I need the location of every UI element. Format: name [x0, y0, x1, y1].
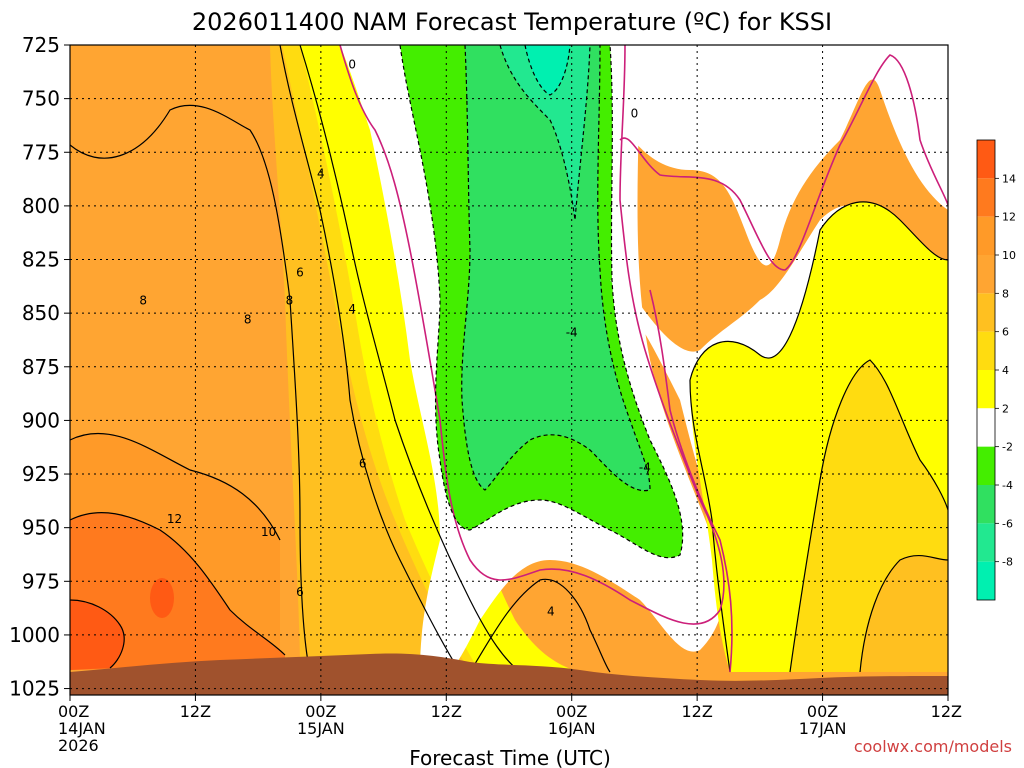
contour-label: 4	[547, 604, 555, 618]
terrain	[70, 653, 948, 695]
colorbar-label: 10	[1002, 249, 1016, 262]
colorbar-label: -4	[1002, 479, 1013, 492]
solid-contours	[70, 45, 948, 673]
colorbar-bin	[977, 561, 995, 600]
band-6-right	[860, 555, 948, 672]
temperature-field	[70, 45, 948, 695]
x-tick-label: 00Z	[556, 702, 587, 721]
colorbar-bin	[977, 178, 995, 217]
x-tick-label: 12Z	[681, 702, 712, 721]
colorbar-bin	[977, 408, 995, 447]
y-tick-label: 975	[22, 569, 60, 593]
y-tick-label: 900	[22, 408, 60, 432]
x-tick-label: 16JAN	[548, 719, 596, 738]
credit-link[interactable]: coolwx.com/models	[854, 737, 1012, 756]
colorbar-label: 8	[1002, 287, 1009, 300]
y-tick-label: 1000	[9, 623, 60, 647]
y-tick-label: 950	[22, 516, 60, 540]
band-neg8	[525, 45, 570, 95]
colorbar-bin	[977, 446, 995, 485]
band-12	[70, 512, 285, 670]
x-tick-label: 12Z	[431, 702, 462, 721]
band-0-right-top	[620, 45, 948, 266]
band-14	[70, 600, 125, 670]
y-axis: 725 750 775 800 825 850 875 900 925 950 975 1000 102…	[9, 33, 70, 701]
x-tick-label: 15JAN	[297, 719, 345, 738]
colorbar-bin	[977, 216, 995, 255]
y-tick-label: 1025	[9, 677, 60, 701]
contour-label: 8	[244, 313, 252, 327]
contour-label: 10	[261, 525, 276, 539]
contour-label: 12	[167, 512, 182, 526]
colorbar-label: 6	[1002, 326, 1009, 339]
y-tick-label: 800	[22, 194, 60, 218]
band-neg6	[500, 45, 590, 220]
contour-label: 6	[296, 265, 304, 279]
x-tick-label: 12Z	[180, 702, 211, 721]
contour-label: 8	[286, 293, 294, 307]
band-14-cell	[150, 578, 174, 618]
colorbar-bin	[977, 485, 995, 524]
colorbar: 14 12 10 8 6 4 2 -2 -4 -6 -8	[976, 139, 1016, 601]
x-tick-label: 00Z	[305, 702, 336, 721]
y-tick-label: 775	[22, 140, 60, 164]
x-tick-label: 2026	[58, 736, 99, 755]
y-tick-label: 750	[22, 87, 60, 111]
colorbar-label: 2	[1002, 402, 1009, 415]
colorbar-bin	[977, 370, 995, 409]
colorbar-label: -6	[1002, 517, 1013, 530]
colorbar-bin	[977, 140, 995, 179]
colorbar-label: 14	[1002, 172, 1016, 185]
y-tick-label: 925	[22, 462, 60, 486]
colorbar-bin	[977, 255, 995, 294]
band-neg4	[461, 45, 650, 491]
colorbar-label: 4	[1002, 364, 1009, 377]
contour-label: 0	[631, 107, 639, 121]
colorbar-bin	[977, 331, 995, 370]
chart-title: 2026011400 NAM Forecast Temperature (ºC)…	[192, 8, 832, 36]
contour-label: 8	[139, 293, 147, 307]
x-tick-label: 00Z	[58, 702, 89, 721]
colorbar-label: -2	[1002, 441, 1013, 454]
contour-label: -4	[566, 325, 578, 339]
contour-label: 4	[348, 302, 356, 316]
contour-label: 4	[317, 167, 325, 181]
x-tick-label: 12Z	[931, 702, 962, 721]
contour-label: 6	[359, 456, 367, 470]
contour-label: 0	[348, 57, 356, 71]
negative-contours	[399, 45, 684, 559]
x-tick-label: 00Z	[807, 702, 838, 721]
colorbar-bin	[977, 523, 995, 562]
y-tick-label: 725	[22, 33, 60, 57]
x-axis-label: Forecast Time (UTC)	[409, 746, 611, 768]
colorbar-bin	[977, 293, 995, 332]
contour-label: -4	[639, 461, 651, 475]
zero-contours	[339, 45, 948, 673]
contour-label: 6	[296, 585, 304, 599]
colorbar-label: -8	[1002, 556, 1013, 569]
x-tick-label: 14JAN	[58, 719, 106, 738]
plot-frame	[69, 44, 949, 696]
y-tick-label: 825	[22, 248, 60, 272]
colorbar-label: 12	[1002, 211, 1016, 224]
y-tick-label: 850	[22, 301, 60, 325]
x-tick-label: 17JAN	[799, 719, 847, 738]
y-tick-label: 875	[22, 355, 60, 379]
band-2	[300, 45, 580, 672]
